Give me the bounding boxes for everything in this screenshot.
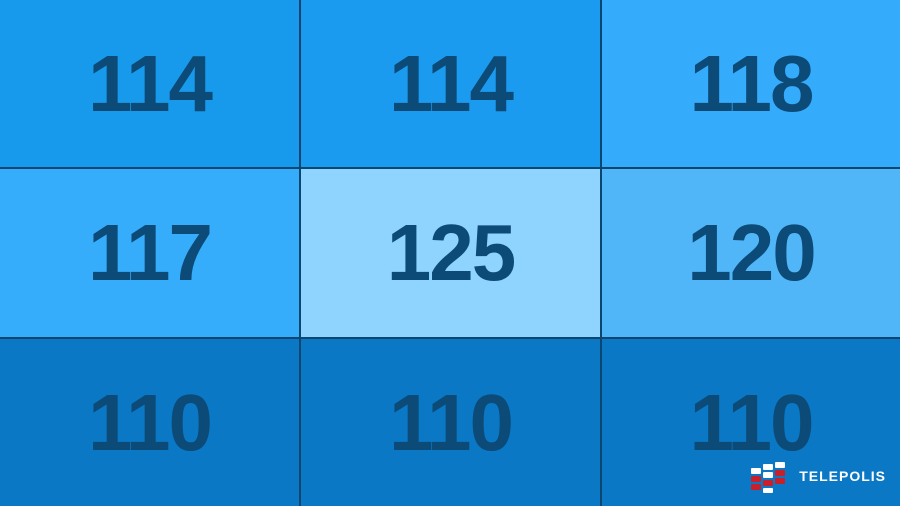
heatmap-cell-r1-c1: 114	[0, 0, 299, 167]
heatmap-cell-r1-c2: 114	[301, 0, 600, 167]
cell-value-label: 120	[687, 208, 816, 297]
logo-text: TELEPOLIS	[799, 468, 886, 484]
heatmap-cell-r2-c2: 125	[301, 169, 600, 337]
telepolis-logo-icon	[751, 462, 787, 493]
cell-value-label: 125	[386, 208, 516, 297]
cell-value-label: 114	[388, 38, 514, 128]
cell-value-label: 110	[689, 377, 814, 467]
heatmap-cell-r3-c1: 110	[0, 339, 299, 506]
heatmap-cell-r3-c3: 110	[602, 339, 900, 506]
telepolis-logo: TELEPOLIS	[751, 462, 886, 493]
cell-value-label: 110	[388, 377, 514, 467]
heatmap-cell-r2-c3: 120	[602, 169, 900, 337]
cell-value-label: 117	[87, 208, 213, 297]
cell-value-label: 118	[689, 38, 814, 128]
heatmap-cell-r2-c1: 117	[0, 169, 299, 337]
cell-value-label: 110	[87, 377, 213, 467]
cell-value-label: 114	[87, 38, 213, 128]
heatmap-cell-r1-c3: 118	[602, 0, 900, 167]
heatmap-cell-r3-c2: 110	[301, 339, 600, 506]
